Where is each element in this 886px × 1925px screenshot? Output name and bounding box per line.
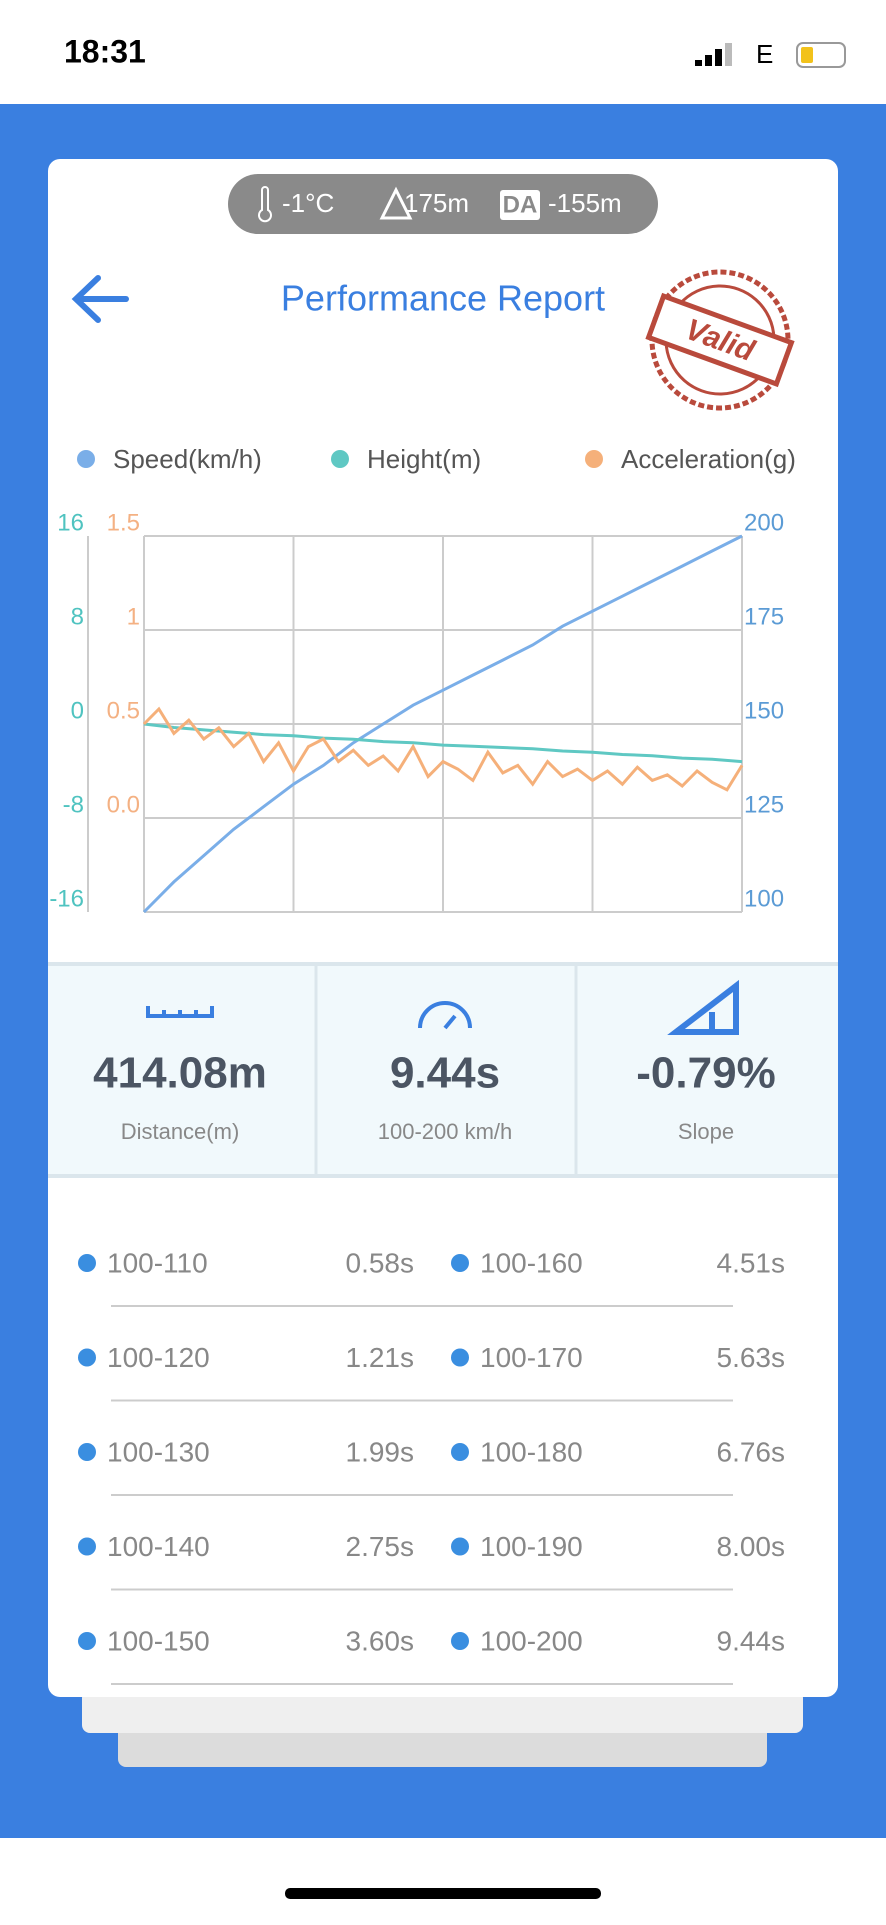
- tick-label: 100: [744, 885, 784, 912]
- split-dot: [78, 1632, 96, 1650]
- tick-label: 125: [744, 791, 784, 818]
- stat-value: 414.08m: [93, 1049, 267, 1098]
- da-label: DA: [503, 191, 538, 218]
- tick-label: 1: [127, 603, 140, 630]
- signal: [695, 43, 732, 66]
- split-time: 4.51s: [717, 1247, 786, 1278]
- tick-label: 0.5: [107, 697, 140, 724]
- split-range: 100-190: [480, 1531, 583, 1562]
- conditions-pill: [228, 174, 658, 234]
- distance-icon: [146, 1006, 214, 1018]
- split-time: 8.00s: [717, 1531, 786, 1562]
- page-title: Performance Report: [281, 278, 605, 319]
- split-time: 1.21s: [346, 1342, 415, 1373]
- temperature: -1°C: [282, 188, 334, 218]
- stats-band: [48, 966, 838, 1174]
- da-badge: [500, 190, 540, 220]
- split-range: 100-120: [107, 1342, 210, 1373]
- density-altitude: -155m: [548, 188, 622, 218]
- network: E: [756, 39, 773, 69]
- split-dot: [78, 1348, 96, 1367]
- split-dot: [451, 1254, 469, 1272]
- speed-icon: [418, 1001, 472, 1030]
- tick-label: 175: [744, 603, 784, 630]
- thermometer-icon: [258, 186, 272, 223]
- split-time: 0.58s: [346, 1247, 415, 1278]
- tick-label: -8: [63, 791, 84, 818]
- split-dot: [78, 1443, 96, 1461]
- legend-marker: [331, 450, 349, 468]
- mountain-icon: [379, 186, 413, 220]
- home-indicator: [285, 1888, 601, 1899]
- battery: [796, 42, 846, 68]
- split-dot: [78, 1537, 96, 1556]
- split-dot: [78, 1254, 96, 1272]
- split-time: 1.99s: [346, 1436, 415, 1467]
- split-range: 100-180: [480, 1436, 583, 1467]
- tick-label: 0.0: [107, 791, 140, 818]
- legend-marker: [585, 450, 603, 468]
- stat-value: -0.79%: [636, 1049, 775, 1098]
- status-time: 18:31: [64, 33, 146, 69]
- series-line: [143, 722, 743, 764]
- split-range: 100-130: [107, 1436, 210, 1467]
- tick-label: 8: [71, 603, 84, 630]
- split-range: 100-110: [107, 1247, 208, 1278]
- split-time: 9.44s: [717, 1625, 786, 1656]
- battery-level: [801, 47, 813, 63]
- stat-label: Slope: [678, 1119, 734, 1144]
- tick-label: -16: [49, 885, 84, 912]
- split-dot: [451, 1537, 469, 1556]
- tick-label: 200: [744, 509, 784, 536]
- split-time: 3.60s: [346, 1625, 415, 1656]
- stat-label: 100-200 km/h: [378, 1119, 513, 1144]
- split-time: 2.75s: [346, 1531, 415, 1562]
- legend-label: Speed(km/h): [113, 444, 262, 474]
- split-time: 5.63s: [717, 1342, 786, 1373]
- tick-label: 0: [71, 697, 84, 724]
- legend-label: Acceleration(g): [621, 444, 796, 474]
- series-line: [142, 706, 744, 792]
- series-line: [142, 534, 743, 914]
- split-range: 100-160: [480, 1247, 583, 1278]
- altitude: 175m: [404, 188, 469, 218]
- legend-label: Height(m): [367, 444, 481, 474]
- tick-label: 16: [57, 509, 84, 536]
- split-dot: [451, 1348, 469, 1367]
- split-time: 6.76s: [717, 1436, 786, 1467]
- back-button[interactable]: [71, 275, 129, 323]
- legend-marker: [77, 450, 95, 468]
- slope-icon: [667, 979, 739, 1035]
- tick-label: 1.5: [107, 509, 140, 536]
- split-range: 100-140: [107, 1531, 210, 1562]
- split-dot: [451, 1443, 469, 1461]
- stat-value: 9.44s: [390, 1049, 500, 1098]
- stat-label: Distance(m): [121, 1119, 240, 1144]
- tick-label: 150: [744, 697, 784, 724]
- split-range: 100-150: [107, 1625, 210, 1656]
- card: [48, 159, 838, 1697]
- split-range: 100-170: [480, 1342, 583, 1373]
- split-range: 100-200: [480, 1625, 583, 1656]
- card-stack: [82, 1690, 803, 1733]
- split-dot: [451, 1632, 469, 1650]
